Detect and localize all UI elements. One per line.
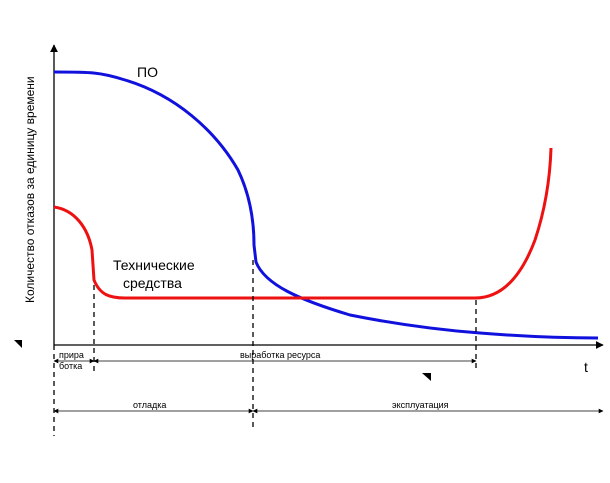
hardware-curve-label-line2: средства bbox=[123, 275, 182, 291]
software-curve-label: ПО bbox=[137, 64, 158, 80]
phase-wear-out: выработка ресурса bbox=[240, 350, 320, 360]
y-axis-label: Количество отказов за единицу времени bbox=[23, 76, 37, 303]
x-axis-label: t bbox=[584, 359, 588, 375]
corner-mark-right bbox=[422, 373, 431, 381]
hardware-failure-curve bbox=[53, 147, 553, 300]
phase-burn-in-line2: ботка bbox=[59, 361, 82, 371]
hardware-curve-label-line1: Технические bbox=[113, 257, 195, 273]
corner-mark-left bbox=[14, 340, 22, 348]
phase-burn-in-line1: прира bbox=[59, 350, 84, 360]
phase-operation: эксплуатация bbox=[392, 400, 449, 410]
software-failure-curve bbox=[53, 70, 599, 340]
phase-debugging: отладка bbox=[133, 400, 166, 410]
